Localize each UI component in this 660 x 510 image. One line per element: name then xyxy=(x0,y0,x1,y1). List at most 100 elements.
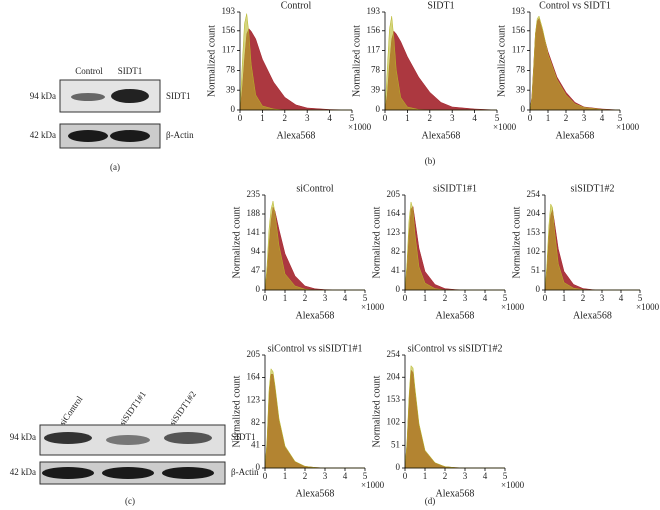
x-axis-unit: ×1000 xyxy=(636,302,660,312)
x-tick-label: 1 xyxy=(283,471,288,481)
x-tick-label: 4 xyxy=(343,471,348,481)
x-tick-label: 3 xyxy=(582,113,587,123)
histogram-area xyxy=(404,201,505,291)
x-tick-label: 1 xyxy=(423,471,428,481)
blot-band xyxy=(68,130,108,142)
y-tick-label: 0 xyxy=(396,462,401,472)
y-axis-label: Normalized count xyxy=(231,375,242,447)
blot-band xyxy=(102,467,154,479)
x-tick-label: 3 xyxy=(305,113,310,123)
x-tick-label: 2 xyxy=(303,471,308,481)
y-tick-label: 94 xyxy=(251,246,261,256)
x-tick-label: 0 xyxy=(543,293,548,303)
chart-title: siControl xyxy=(296,183,333,194)
x-tick-label: 5 xyxy=(503,293,508,303)
x-tick-label: 5 xyxy=(350,113,355,123)
x-tick-label: 4 xyxy=(600,113,605,123)
x-tick-label: 0 xyxy=(263,293,268,303)
chart-title: siControl vs siSIDT1#2 xyxy=(407,343,502,354)
y-tick-label: 82 xyxy=(251,417,260,427)
y-tick-label: 39 xyxy=(371,84,381,94)
y-tick-label: 204 xyxy=(387,371,401,381)
blot-band xyxy=(42,467,94,479)
blot-protein: SIDT1 xyxy=(166,91,191,101)
x-tick-label: 0 xyxy=(383,113,388,123)
blot-column-label: siSIDT1#1 xyxy=(117,389,148,427)
x-axis-label: Alexa568 xyxy=(296,488,335,499)
histogram-area xyxy=(384,30,498,111)
x-axis-label: Alexa568 xyxy=(573,310,612,321)
y-tick-label: 0 xyxy=(396,284,401,294)
x-axis-unit: ×1000 xyxy=(361,480,385,490)
x-tick-label: 2 xyxy=(443,293,448,303)
chart-title: siSIDT1#2 xyxy=(571,183,615,194)
histogram-area xyxy=(529,15,621,111)
x-tick-label: 4 xyxy=(343,293,348,303)
y-tick-label: 153 xyxy=(387,394,401,404)
y-tick-label: 156 xyxy=(367,25,381,35)
chart-title: SIDT1 xyxy=(427,0,454,11)
panel-label: (d) xyxy=(425,496,436,506)
blot-band xyxy=(71,93,105,101)
y-axis-label: Normalized count xyxy=(206,25,217,97)
y-tick-label: 204 xyxy=(527,208,541,218)
x-tick-label: 5 xyxy=(618,113,623,123)
x-tick-label: 5 xyxy=(495,113,500,123)
y-tick-label: 102 xyxy=(387,417,401,427)
x-tick-label: 3 xyxy=(323,471,328,481)
blot-column-label: SIDT1 xyxy=(118,66,143,76)
x-tick-label: 2 xyxy=(564,113,569,123)
x-tick-label: 1 xyxy=(283,293,288,303)
y-tick-label: 254 xyxy=(527,189,541,199)
y-tick-label: 51 xyxy=(391,439,400,449)
y-axis-label: Normalized count xyxy=(371,206,382,278)
blot-band xyxy=(111,89,149,103)
blot-protein: SIDT1 xyxy=(231,432,256,442)
x-tick-label: 4 xyxy=(472,113,477,123)
x-tick-label: 3 xyxy=(323,293,328,303)
blot-marker: 42 kDa xyxy=(30,130,56,140)
x-axis-unit: ×1000 xyxy=(348,122,372,132)
x-tick-label: 5 xyxy=(638,293,643,303)
x-axis-unit: ×1000 xyxy=(501,302,525,312)
histogram-area xyxy=(404,365,505,469)
blot-band xyxy=(44,432,92,444)
y-tick-label: 193 xyxy=(512,6,526,16)
y-tick-label: 141 xyxy=(247,227,261,237)
y-tick-label: 0 xyxy=(231,104,236,114)
x-tick-label: 0 xyxy=(528,113,533,123)
x-tick-label: 3 xyxy=(600,293,605,303)
y-tick-label: 0 xyxy=(376,104,381,114)
x-tick-label: 3 xyxy=(463,471,468,481)
x-tick-label: 4 xyxy=(483,293,488,303)
x-axis-label: Alexa568 xyxy=(277,130,316,141)
y-axis-label: Normalized count xyxy=(496,25,507,97)
y-tick-label: 117 xyxy=(512,45,526,55)
x-tick-label: 2 xyxy=(443,471,448,481)
y-tick-label: 254 xyxy=(387,349,401,359)
y-tick-label: 78 xyxy=(516,64,526,74)
y-axis-label: Normalized count xyxy=(231,206,242,278)
x-axis-label: Alexa568 xyxy=(436,310,475,321)
panel-label: (c) xyxy=(125,496,135,506)
x-tick-label: 5 xyxy=(503,471,508,481)
y-tick-label: 0 xyxy=(256,462,261,472)
chart-title: siSIDT1#1 xyxy=(433,183,477,194)
x-axis-unit: ×1000 xyxy=(501,480,525,490)
x-tick-label: 1 xyxy=(260,113,265,123)
y-tick-label: 193 xyxy=(367,6,381,16)
y-tick-label: 0 xyxy=(536,284,541,294)
blot-column-label: Control xyxy=(75,66,103,76)
y-tick-label: 156 xyxy=(222,25,236,35)
x-tick-label: 1 xyxy=(423,293,428,303)
x-tick-label: 2 xyxy=(303,293,308,303)
x-axis-unit: ×1000 xyxy=(361,302,385,312)
y-tick-label: 123 xyxy=(247,394,261,404)
x-tick-label: 4 xyxy=(327,113,332,123)
x-tick-label: 1 xyxy=(562,293,567,303)
y-axis-label: Normalized count xyxy=(511,206,522,278)
x-tick-label: 2 xyxy=(581,293,586,303)
y-tick-label: 205 xyxy=(247,349,261,359)
y-tick-label: 47 xyxy=(251,265,261,275)
y-tick-label: 41 xyxy=(251,439,260,449)
